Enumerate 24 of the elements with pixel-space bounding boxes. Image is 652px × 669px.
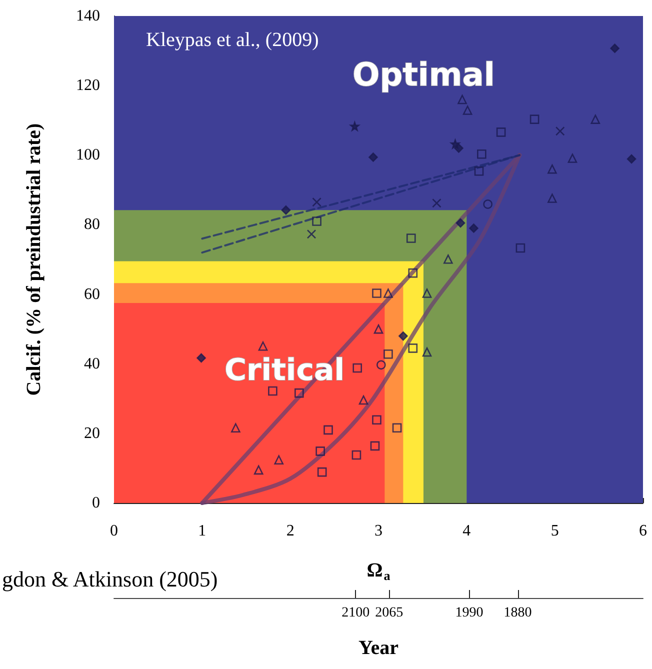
y-tick-label: 80 (84, 216, 100, 234)
text: 2065 (375, 606, 404, 620)
x-tick-label: 4 (462, 522, 471, 540)
y-tick-label: 100 (76, 146, 100, 164)
x-tick-label: 1 (198, 522, 206, 540)
x2-axis-title: Year (358, 637, 399, 659)
x-tick-label: 0 (110, 522, 118, 540)
y-axis-title: Calcif. (% of preindustrial rate) (23, 123, 45, 396)
y-tick-label: 0 (92, 494, 100, 512)
x-tick-label: 6 (639, 522, 647, 540)
text: 1880 (504, 606, 532, 620)
annotation: Kleypas et al., (2009) (146, 29, 319, 51)
y-tick-label: 120 (76, 77, 100, 94)
x-tick-label: 3 (374, 522, 382, 540)
text: 2100 (342, 606, 370, 620)
x-tick-label: 5 (550, 522, 559, 540)
y-tick-label: 60 (84, 286, 100, 303)
text: gdon & Atkinson (2005) (2, 566, 218, 592)
text: 1990 (455, 606, 484, 620)
y-tick-label: 140 (76, 8, 100, 24)
y-tick-label: 20 (84, 424, 100, 442)
annotation: Optimal (352, 56, 495, 94)
x-tick-label: 2 (286, 522, 294, 540)
y-tick-label: 40 (84, 355, 100, 372)
